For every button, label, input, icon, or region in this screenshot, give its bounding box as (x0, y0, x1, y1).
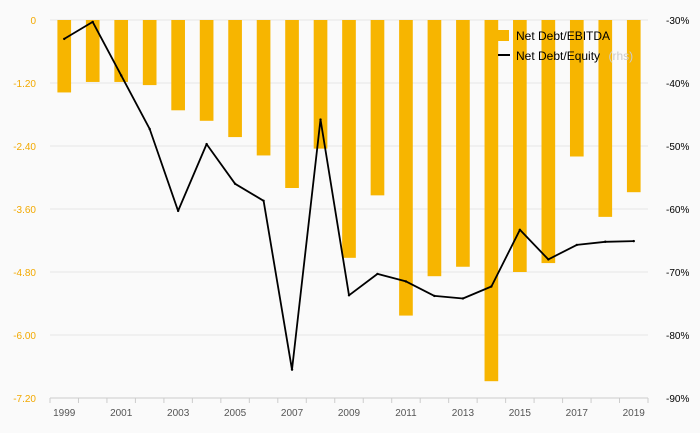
x-axis: 1999 2001 2003 2005 2007 2009 2011 2013 2015 2017… (49, 397, 649, 419)
left-tick-label: -6.00 (13, 331, 36, 342)
line-point-2014 (490, 285, 493, 288)
line-point-2004 (205, 142, 208, 146)
line-point-2018 (604, 240, 607, 243)
line-point-2002 (148, 127, 151, 131)
x-tick-label: 2011 (395, 408, 417, 419)
bar-2010 (370, 20, 385, 196)
right-tick-label: -60% (666, 205, 689, 216)
line-point-2010 (376, 272, 379, 276)
bar-2019 (626, 20, 641, 193)
line-point-2011 (404, 280, 408, 283)
right-axis-ticks: -30% -40% -50% -60% -70% -80% -90% (666, 16, 689, 405)
bar-series-net-debt-ebitda (57, 20, 641, 382)
bar-2015 (513, 20, 527, 272)
line-point-2008 (319, 118, 322, 121)
left-tick-label: -1.20 (13, 79, 36, 90)
bar-2012 (427, 20, 442, 277)
line-point-2016 (547, 258, 550, 261)
bar-2013 (456, 20, 470, 267)
bar-2007 (285, 20, 299, 188)
line-series-net-debt-equity (63, 20, 635, 371)
x-tick-label: 2005 (224, 408, 247, 419)
right-tick-label: -40% (666, 79, 689, 90)
bar-2018 (598, 20, 613, 217)
left-tick-label: -2.40 (13, 142, 36, 153)
line-point-2006 (262, 199, 265, 203)
left-tick-label: -3.60 (13, 205, 36, 216)
line-point-2000 (91, 20, 94, 24)
bar-2014 (484, 20, 499, 382)
left-tick-label: 0 (30, 16, 36, 27)
legend-label-net-debt-equity-suffix: (rhs) (609, 49, 634, 63)
x-tick-label: 2017 (566, 408, 589, 419)
right-tick-label: -70% (666, 268, 689, 279)
x-tick-label: 2003 (167, 408, 190, 419)
legend-label-net-debt-equity-name: Net Debt/Equity (516, 49, 600, 63)
right-tick-label: -30% (666, 16, 689, 27)
line-point-2001 (119, 74, 123, 77)
legend: Net Debt/EBITDA Net Debt/Equity (rhs) (498, 29, 633, 64)
bar-2000 (85, 20, 100, 82)
right-tick-label: -90% (666, 394, 689, 405)
line-point-2009 (347, 294, 351, 297)
line-point-1999 (63, 37, 66, 41)
x-tick-label: 2001 (110, 408, 133, 419)
line-point-2019 (632, 239, 635, 243)
bar-2017 (569, 20, 584, 157)
bar-2003 (171, 20, 185, 111)
legend-label-net-debt-ebitda: Net Debt/EBITDA (516, 29, 610, 43)
line-point-2007 (290, 368, 294, 371)
right-tick-label: -80% (666, 331, 689, 342)
line-point-2013 (461, 297, 465, 300)
bar-2006 (256, 20, 271, 156)
legend-label-net-debt-equity: Net Debt/Equity (rhs) (516, 47, 633, 64)
x-tick-label: 2015 (509, 408, 532, 419)
x-tick-label: 2013 (452, 408, 475, 419)
bar-2004 (199, 20, 214, 121)
bar-2008 (313, 20, 328, 149)
x-tick-label: 2019 (623, 408, 646, 419)
x-tick-label: 2007 (281, 408, 304, 419)
line-point-2012 (433, 294, 436, 298)
x-tick-label: 2009 (338, 408, 361, 419)
x-tick-label: 1999 (53, 408, 76, 419)
left-axis-ticks: 0 -1.20 -2.40 -3.60 -4.80 -6.00 -7.20 (13, 16, 36, 405)
bar-2005 (228, 20, 242, 138)
bar-2011 (399, 20, 413, 316)
bar-2016 (541, 20, 556, 264)
line-point-2005 (233, 182, 237, 185)
right-tick-label: -50% (666, 142, 689, 153)
left-tick-label: -4.80 (13, 268, 36, 279)
bar-1999 (57, 20, 72, 93)
line-point-2017 (575, 243, 579, 247)
bar-2009 (342, 20, 356, 258)
line-point-2015 (518, 228, 522, 231)
line-point-2003 (176, 209, 180, 213)
bar-2001 (114, 20, 129, 82)
bar-2002 (142, 20, 157, 86)
left-tick-label: -7.20 (13, 394, 36, 405)
legend-swatch-bar (498, 30, 509, 41)
